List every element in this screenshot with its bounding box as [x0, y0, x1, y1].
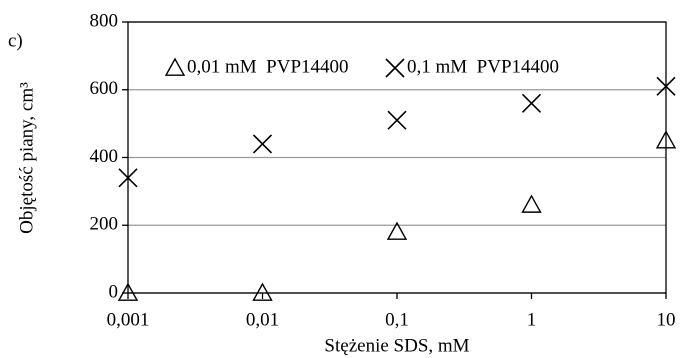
legend-label: 0,1 mM PVP14400 — [407, 56, 559, 77]
data-point — [521, 93, 542, 113]
panel-label: c) — [8, 30, 23, 51]
x-tick-label: 10 — [657, 309, 676, 330]
data-point — [252, 282, 273, 301]
x-tick-label: 0,001 — [107, 309, 150, 330]
y-tick-label: 800 — [90, 10, 119, 31]
x-tick-label: 0,1 — [385, 309, 409, 330]
data-point — [656, 76, 676, 96]
legend-marker — [385, 58, 405, 78]
x-axis-label: Stężenie SDS, mM — [324, 335, 469, 356]
data-point — [118, 168, 138, 188]
data-point — [521, 194, 542, 213]
data-point — [117, 282, 139, 301]
data-point — [386, 221, 408, 240]
y-tick-label: 600 — [90, 78, 119, 99]
data-point — [655, 130, 677, 149]
y-axis-label: Objętość piany, cm³ — [16, 82, 37, 234]
y-tick-label: 400 — [90, 146, 119, 167]
legend-marker — [164, 57, 186, 76]
data-point — [387, 110, 407, 130]
y-tick-label: 200 — [90, 214, 119, 235]
x-tick-label: 0,01 — [246, 309, 279, 330]
x-tick-label: 1 — [527, 309, 537, 330]
legend-label: 0,01 mM PVP14400 — [187, 56, 349, 77]
data-point — [252, 134, 273, 154]
y-tick-label: 0 — [109, 281, 119, 302]
